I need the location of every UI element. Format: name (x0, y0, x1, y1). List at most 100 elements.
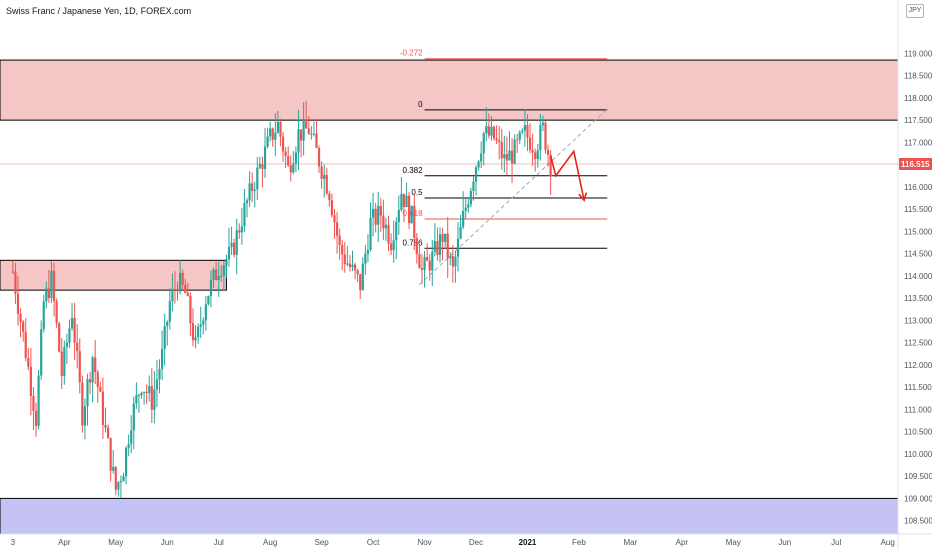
candle-body-26 (78, 351, 81, 383)
candle-body-83 (225, 259, 228, 266)
candle-body-65 (179, 272, 182, 292)
y-tick-label: 112.500 (904, 339, 932, 348)
candle-body-48 (135, 395, 138, 404)
x-tick-label: May (726, 538, 741, 547)
candle-body-90 (243, 203, 246, 227)
candle-body-125 (333, 215, 336, 223)
candle-body-99 (266, 136, 269, 147)
candle-body-8 (32, 395, 35, 411)
candle-body-80 (217, 276, 220, 281)
price-scale[interactable]: 108.500 109.000 109.500 110.000 110.500 111.0… (897, 0, 932, 550)
x-tick-label: Jul (214, 538, 224, 547)
fib-label-0.382: 0.382 (403, 166, 424, 175)
currency-badge[interactable]: JPY (906, 4, 924, 18)
candle-body-4 (22, 321, 25, 332)
candle-body-14 (47, 288, 50, 299)
candle-body-111 (297, 129, 300, 153)
candle-body-15 (50, 270, 53, 299)
candle-body-130 (346, 263, 349, 265)
candle-body-193 (508, 150, 511, 161)
chart-title: Swiss Franc / Japanese Yen, 1D, FOREX.co… (6, 6, 192, 16)
candle-body-108 (289, 165, 292, 173)
candle-body-109 (292, 163, 295, 173)
candle-body-29 (86, 379, 89, 407)
candle-body-198 (521, 130, 524, 133)
y-tick-label: 118.000 (904, 94, 932, 103)
candle-body-61 (168, 301, 171, 322)
candle-body-94 (253, 189, 256, 191)
time-scale[interactable]: 3 Apr May Jun Jul Aug Sep Oct Nov Dec 2021 Feb Mar Ap… (0, 533, 932, 547)
candle-body-200 (526, 125, 529, 138)
candle-body-37 (106, 427, 110, 439)
candle-body-49 (137, 395, 141, 397)
candle-body-115 (307, 128, 310, 134)
candle-body-63 (173, 289, 177, 291)
candle-body-163 (431, 251, 434, 271)
candle-body-132 (351, 264, 354, 268)
candle-body-180 (474, 167, 478, 182)
candle-body-1 (14, 271, 17, 294)
candle-body-173 (456, 238, 460, 257)
fib-label--0.272: -0.272 (400, 49, 423, 58)
candle-body-110 (294, 152, 298, 164)
fib-layer: -0.272 0 0.382 0.5 0.618 0.786 (400, 49, 608, 249)
candle-body-44 (124, 447, 128, 477)
candle-body-131 (348, 263, 352, 268)
y-tick-label: 115.000 (904, 227, 932, 236)
y-tick-label: 111.500 (904, 383, 932, 392)
y-tick-label: 109.500 (904, 472, 932, 481)
candle-body-87 (235, 230, 238, 255)
candle-body-181 (477, 161, 480, 168)
candle-body-190 (500, 142, 503, 159)
candle-body-86 (233, 242, 236, 255)
candle-body-36 (104, 424, 107, 428)
candle-body-3 (19, 313, 22, 322)
candle-body-127 (338, 235, 341, 245)
candle-body-105 (281, 136, 285, 152)
zones-layer (0, 59, 899, 535)
y-tick-label: 119.000 (904, 49, 932, 58)
candle-body-116 (310, 133, 313, 135)
x-tick-label: 3 (11, 538, 16, 547)
candle-body-126 (335, 222, 339, 236)
candle-body-114 (305, 119, 308, 129)
candle-body-165 (436, 241, 439, 255)
candle-body-192 (505, 154, 508, 161)
candle-body-35 (101, 391, 105, 425)
candle-body-171 (451, 256, 454, 267)
candle-body-106 (284, 151, 287, 157)
candle-body-153 (405, 195, 408, 207)
candle-body-159 (420, 268, 424, 270)
candle-body-167 (441, 234, 444, 242)
candle-body-47 (132, 403, 135, 431)
candle-body-96 (258, 164, 261, 168)
y-tick-label: 115.500 (904, 205, 932, 214)
candle-body-91 (245, 200, 249, 204)
candle-body-112 (299, 129, 303, 141)
candle-body-150 (397, 209, 400, 222)
candle-body-123 (328, 193, 331, 201)
candle-body-147 (390, 243, 393, 251)
candle-body-40 (114, 466, 117, 490)
candle-body-30 (88, 379, 92, 383)
candle-body-197 (518, 132, 521, 140)
candle-body-73 (199, 324, 202, 327)
candle-body-137 (364, 253, 367, 264)
candle-body-178 (469, 190, 472, 205)
candles-layer (11, 100, 552, 499)
candle-body-184 (485, 126, 488, 134)
candle-body-42 (119, 481, 123, 483)
y-tick-label: 114.000 (904, 272, 932, 281)
candle-body-186 (490, 126, 493, 136)
candle-body-104 (279, 121, 282, 137)
candle-body-191 (503, 154, 506, 159)
candle-body-138 (366, 249, 370, 254)
zone-supply-0 (0, 59, 899, 121)
candle-body-141 (374, 208, 377, 225)
fib-label-0.5: 0.5 (411, 188, 423, 197)
candle-body-5 (24, 331, 27, 359)
candle-body-59 (163, 326, 166, 349)
candle-body-52 (145, 391, 148, 394)
candle-body-54 (150, 386, 153, 410)
